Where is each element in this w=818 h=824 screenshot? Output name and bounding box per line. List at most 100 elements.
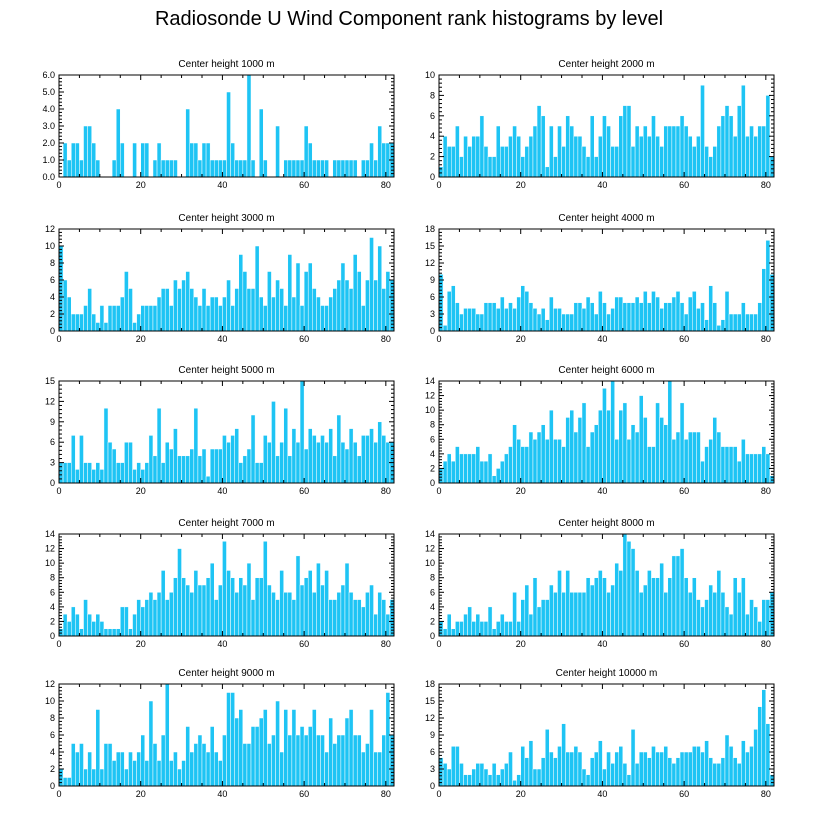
histogram-bar bbox=[700, 302, 705, 332]
histogram-bar bbox=[495, 308, 501, 332]
histogram-bar bbox=[205, 577, 211, 637]
histogram-bar bbox=[487, 453, 493, 484]
histogram-bar bbox=[303, 577, 309, 637]
histogram-bar bbox=[663, 746, 669, 787]
histogram-bar bbox=[197, 159, 203, 178]
histogram-bar bbox=[352, 599, 358, 637]
y-tick-label: 6 bbox=[430, 292, 435, 302]
histogram-bar bbox=[692, 146, 697, 178]
histogram-bar bbox=[761, 689, 767, 787]
histogram-bar bbox=[700, 84, 705, 178]
histogram-bar bbox=[307, 262, 313, 332]
histogram-bar bbox=[475, 613, 481, 637]
histogram-bar bbox=[164, 159, 170, 178]
histogram-bar bbox=[83, 305, 88, 332]
histogram-bar bbox=[185, 584, 190, 637]
histogram-bar bbox=[528, 302, 534, 332]
histogram-bar bbox=[663, 592, 669, 637]
y-tick-label: 10 bbox=[425, 558, 435, 568]
histogram-bar bbox=[328, 599, 333, 637]
x-tick-label: 60 bbox=[299, 180, 309, 190]
histogram-bar bbox=[103, 743, 109, 787]
histogram-bar bbox=[238, 462, 244, 484]
histogram-bar bbox=[344, 159, 350, 178]
histogram-bar bbox=[148, 305, 154, 332]
x-tick-label: 40 bbox=[217, 486, 227, 496]
histogram-bar bbox=[446, 291, 452, 332]
y-tick-label: 8 bbox=[430, 90, 435, 100]
histogram-bar bbox=[540, 424, 546, 484]
histogram-bar bbox=[128, 751, 133, 787]
histogram-bar bbox=[716, 125, 722, 178]
x-tick-label: 40 bbox=[597, 486, 607, 496]
histogram-bar bbox=[193, 142, 199, 178]
y-tick-label: 2 bbox=[430, 463, 435, 473]
histogram-bar bbox=[736, 763, 742, 787]
histogram-bar bbox=[381, 142, 387, 178]
histogram-bar bbox=[757, 125, 762, 178]
panel-title: Center height 2000 m bbox=[558, 59, 654, 70]
y-tick-label: 4 bbox=[430, 131, 435, 141]
histogram-bar bbox=[389, 734, 395, 787]
histogram-bar bbox=[683, 125, 689, 178]
y-tick-label: 12 bbox=[45, 396, 55, 406]
histogram-bar bbox=[577, 302, 583, 332]
histogram-bar bbox=[589, 115, 595, 178]
histogram-bar bbox=[692, 431, 697, 484]
histogram-bar bbox=[459, 453, 464, 484]
histogram-bar bbox=[643, 291, 648, 332]
histogram-bar bbox=[377, 125, 382, 178]
histogram-bar bbox=[295, 441, 301, 484]
histogram-bar bbox=[234, 717, 240, 787]
histogram-bar bbox=[66, 777, 72, 787]
histogram-bar bbox=[303, 271, 309, 332]
y-tick-label: 8 bbox=[430, 573, 435, 583]
histogram-bar bbox=[696, 308, 701, 332]
plot-frame bbox=[438, 533, 775, 637]
histogram-bar bbox=[471, 308, 477, 332]
histogram-bar bbox=[189, 751, 195, 787]
histogram-bar bbox=[136, 313, 141, 332]
histogram-bar bbox=[516, 135, 521, 178]
histogram-bar bbox=[761, 446, 767, 484]
histogram-bar bbox=[528, 135, 534, 178]
histogram-bar bbox=[95, 322, 101, 332]
histogram-bar bbox=[732, 135, 738, 178]
histogram-bar bbox=[95, 613, 101, 637]
histogram-bar bbox=[712, 302, 718, 332]
histogram-bar bbox=[647, 757, 652, 787]
x-tick-label: 60 bbox=[299, 486, 309, 496]
histogram-bar bbox=[87, 125, 92, 178]
y-tick-label: 10 bbox=[45, 558, 55, 568]
histogram-bar bbox=[593, 424, 599, 484]
histogram-bar bbox=[152, 159, 158, 178]
histogram-bar bbox=[438, 166, 444, 178]
histogram-bar bbox=[352, 254, 358, 332]
x-tick-label: 80 bbox=[381, 639, 391, 649]
histogram-bar bbox=[87, 288, 92, 332]
histogram-bar bbox=[75, 469, 80, 484]
histogram-bar bbox=[749, 313, 754, 332]
histogram-bar bbox=[115, 751, 121, 787]
histogram-bar bbox=[753, 606, 758, 637]
histogram-bar bbox=[348, 428, 354, 484]
histogram-bar bbox=[328, 428, 333, 484]
histogram-bar bbox=[111, 628, 117, 637]
histogram-bar bbox=[307, 428, 313, 484]
histogram-bar bbox=[312, 159, 317, 178]
histogram-bar bbox=[144, 462, 150, 484]
y-tick-label: 4 bbox=[50, 602, 55, 612]
histogram-bar bbox=[643, 751, 648, 787]
histogram-bar bbox=[152, 305, 158, 332]
histogram-bar bbox=[222, 296, 227, 332]
histogram-bar bbox=[148, 435, 154, 484]
histogram-bar bbox=[626, 439, 632, 484]
histogram-bar bbox=[508, 135, 513, 178]
histogram-bar bbox=[606, 409, 611, 484]
histogram-bar bbox=[295, 159, 301, 178]
histogram-bar bbox=[732, 446, 738, 484]
histogram-bar bbox=[573, 302, 579, 332]
histogram-bar bbox=[230, 577, 235, 637]
histogram-bar bbox=[369, 584, 374, 637]
histogram-bar bbox=[532, 577, 538, 637]
